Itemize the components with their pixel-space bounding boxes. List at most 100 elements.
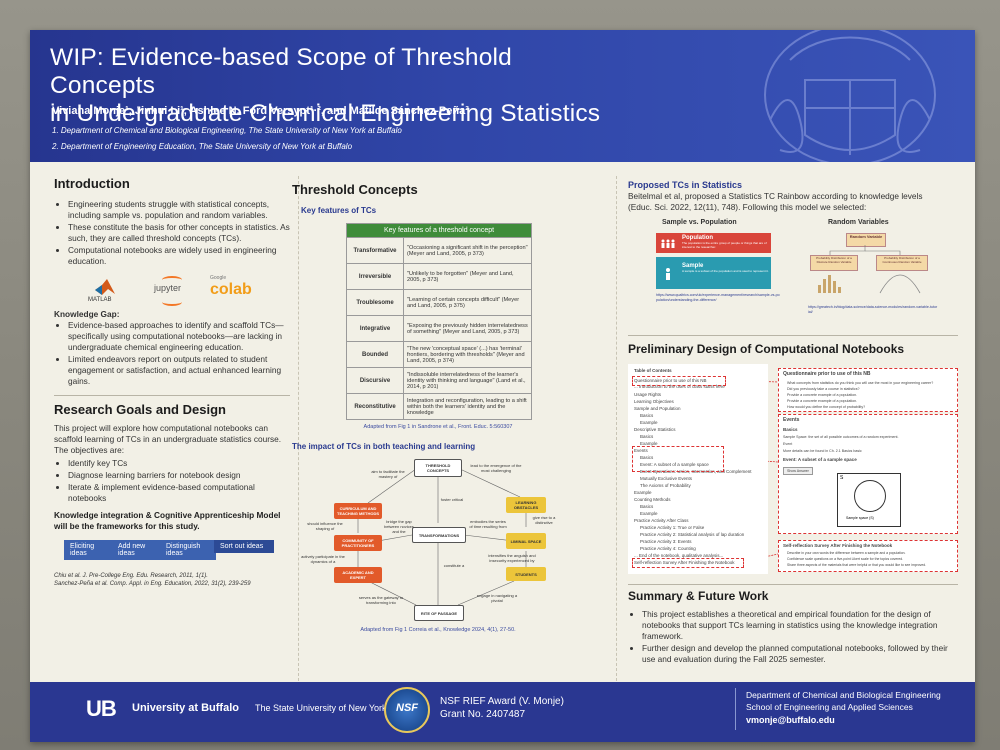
gap-bullet: Limited endeavors report on outputs rela… xyxy=(68,354,290,387)
node-curriculum: CURRICULUM AND TEACHING METHODS xyxy=(334,503,382,519)
toc-item[interactable]: Basics xyxy=(640,434,654,439)
table-row: Irreversible "Unlikely to be forgotten" (… xyxy=(346,263,532,290)
toc-item[interactable]: Usage Rights xyxy=(634,392,662,397)
toc-item[interactable]: Example xyxy=(634,490,652,495)
toc-item[interactable]: Basics xyxy=(640,455,654,460)
toc-item[interactable]: Self-reflection Survey After Finishing t… xyxy=(634,560,735,565)
toc-item[interactable]: Practice Activity 4: Counting xyxy=(640,546,696,551)
toc-item[interactable]: Example xyxy=(640,420,658,425)
edge-label: foster critical xyxy=(440,497,464,502)
gap-bullets: Evidence-based approaches to identify an… xyxy=(54,320,290,387)
matlab-label: MATLAB xyxy=(88,297,112,303)
edge-label: embodies the series of time resulting fr… xyxy=(469,519,507,529)
notebook-mockup: Table of Contents Questionnaire prior to… xyxy=(628,364,958,584)
survey-item: Describe in your own words the differenc… xyxy=(787,551,906,555)
link-sample[interactable]: https://www.qualtrics.com/uk/experience-… xyxy=(656,293,780,302)
edge-label: should influence the shaping of xyxy=(307,521,343,531)
summary-bullet: Further design and develop the planned c… xyxy=(642,643,958,665)
affiliation-1: 1. Department of Chemical and Biological… xyxy=(52,126,402,135)
objective: Identify key TCs xyxy=(68,458,290,469)
intro-bullet: These constitute the basis for other con… xyxy=(68,222,290,244)
toc-item[interactable]: Practice Activity 2: Statistical analysi… xyxy=(640,532,745,537)
edge-label: intensifies the anguish and insecurity e… xyxy=(488,553,536,563)
jupyter-arc-icon xyxy=(162,276,182,284)
toc-item[interactable]: Practice Activity After Class xyxy=(634,518,689,523)
toc-item[interactable]: Practice Activity 1: True or False xyxy=(640,525,705,530)
population-box: Population The population is the entire … xyxy=(656,233,771,253)
proposed-title: Proposed TCs in Statistics xyxy=(628,180,743,190)
intro-bullet: Computational notebooks are widely used … xyxy=(68,245,290,267)
link-random-variable[interactable]: https://greatech.in/blog/data-science/da… xyxy=(808,305,938,314)
toc-item[interactable]: Learning Objectives xyxy=(634,399,674,404)
objective: Diagnose learning barriers for notebook … xyxy=(68,470,290,481)
show-answer-button[interactable]: Show Answer xyxy=(783,467,813,475)
toc-item[interactable]: Mutually Exclusive Events xyxy=(640,476,693,481)
events-panel: Events Basics Sample Space: the set of a… xyxy=(778,414,958,534)
venn-diagram: S Sample space (S) xyxy=(837,473,901,527)
question: How would you define the concept of prob… xyxy=(787,405,866,409)
impact-diagram: THRESHOLD CONCEPTS CURRICULUM AND TEACHI… xyxy=(288,455,588,625)
selected-tcs: Sample vs. Population Population The pop… xyxy=(628,217,958,327)
toc-panel: Table of Contents Questionnaire prior to… xyxy=(628,364,768,574)
edge-label: aim to facilitate the mastery of xyxy=(371,469,405,479)
key-features-subtitle: Key features of TCs xyxy=(301,206,377,215)
question: What concepts from statistics do you thi… xyxy=(787,381,934,385)
summary-bullets: This project establishes a theoretical a… xyxy=(628,609,958,665)
toc-item[interactable]: Questionnaire prior to use of this NB xyxy=(634,378,707,383)
toc-item[interactable]: ... Introduction to the uses of class st… xyxy=(634,384,725,389)
toc-item[interactable]: Example xyxy=(640,511,658,516)
toc-item[interactable]: Counting Methods xyxy=(634,497,671,502)
survey-panel: Self-reflection Survey After Finishing t… xyxy=(778,540,958,572)
jupyter-logo: jupyter xyxy=(154,276,190,306)
toc-item[interactable]: Events xyxy=(634,448,648,453)
question: Did you previously take a course in stat… xyxy=(787,387,860,391)
table-row: Troublesome "Learning of certain concepts… xyxy=(346,289,532,316)
impact-subtitle: The impact of TCs in both teaching and l… xyxy=(292,442,476,451)
toc-item[interactable]: The Axioms of Probability xyxy=(640,483,691,488)
survey-item: Share three aspects of the materials tha… xyxy=(787,563,927,567)
toc-item[interactable]: Basics xyxy=(640,413,654,418)
node-learning-obstacles: LEARNING OBSTACLES xyxy=(506,497,546,513)
rv-top-box: Random Variable xyxy=(846,233,886,247)
questionnaire-panel: Questionnaire prior to use of this NB Wh… xyxy=(778,368,958,412)
tool-logos: MATLAB jupyter Google colab xyxy=(54,271,290,309)
people-icon xyxy=(660,237,676,249)
toc-item[interactable]: Descriptive Statistics xyxy=(634,427,676,432)
university-seal-icon xyxy=(764,30,936,162)
edge-label: give rise to a distinctive xyxy=(532,515,556,525)
toc-item[interactable]: Practice Activity 3: Events xyxy=(640,539,692,544)
edge-label: actively participate in the dynamics of … xyxy=(301,554,345,564)
divider xyxy=(54,395,290,396)
table-row: Integrative "Exposing the previously hidd… xyxy=(346,315,532,342)
contact-email[interactable]: vmonje@buffalo.edu xyxy=(746,715,835,725)
table-row: Bounded "The new 'conceptual space' (...)… xyxy=(346,341,532,368)
framework-text: Knowledge integration & Cognitive Appren… xyxy=(54,510,281,531)
knowledge-gap-title: Knowledge Gap: xyxy=(54,309,120,319)
footer-divider xyxy=(735,688,736,730)
person-icon xyxy=(666,268,670,280)
column-divider xyxy=(616,176,617,681)
toc-item[interactable]: Event: A subset of a sample space xyxy=(640,462,709,467)
question: Provide a concrete example of a populati… xyxy=(787,399,858,403)
ub-logo: UB xyxy=(86,696,117,721)
toc-item[interactable]: Basics xyxy=(640,504,654,509)
chip-add-new: Add new ideas xyxy=(112,540,164,560)
toc-item[interactable]: Example xyxy=(640,441,658,446)
author-list: Viviana Monje¹, Jinhui Li¹, Ashlee N. Fo… xyxy=(52,105,469,117)
survey-item: Confidence scale questions on a five-poi… xyxy=(787,557,904,561)
nsf-award: NSF RIEF Award (V. Monje) xyxy=(440,696,564,707)
toc-item[interactable]: ... End of the notebook, qualitative ana… xyxy=(634,553,724,558)
toc-item[interactable]: Sample and Population xyxy=(634,406,681,411)
ref-2: Sanchez-Peña et al. Comp. Appl. in Eng. … xyxy=(54,581,251,587)
poster-footer: UB University at Buffalo The State Unive… xyxy=(30,682,975,742)
goals-title: Research Goals and Design xyxy=(54,402,226,417)
threshold-title: Threshold Concepts xyxy=(292,182,418,197)
random-variables-title: Random Variables xyxy=(828,219,889,226)
intro-title: Introduction xyxy=(54,176,130,191)
suny-name: The State University of New York xyxy=(255,703,387,713)
callout-arrows xyxy=(768,381,779,557)
sample-box: Sample A sample is a subset of the popul… xyxy=(656,257,771,289)
chip-sort-out: Sort out ideas xyxy=(214,540,274,553)
column-1: Introduction Engineering students strugg… xyxy=(54,176,290,588)
edge-label: lead to the emergence of the most challe… xyxy=(470,463,522,473)
